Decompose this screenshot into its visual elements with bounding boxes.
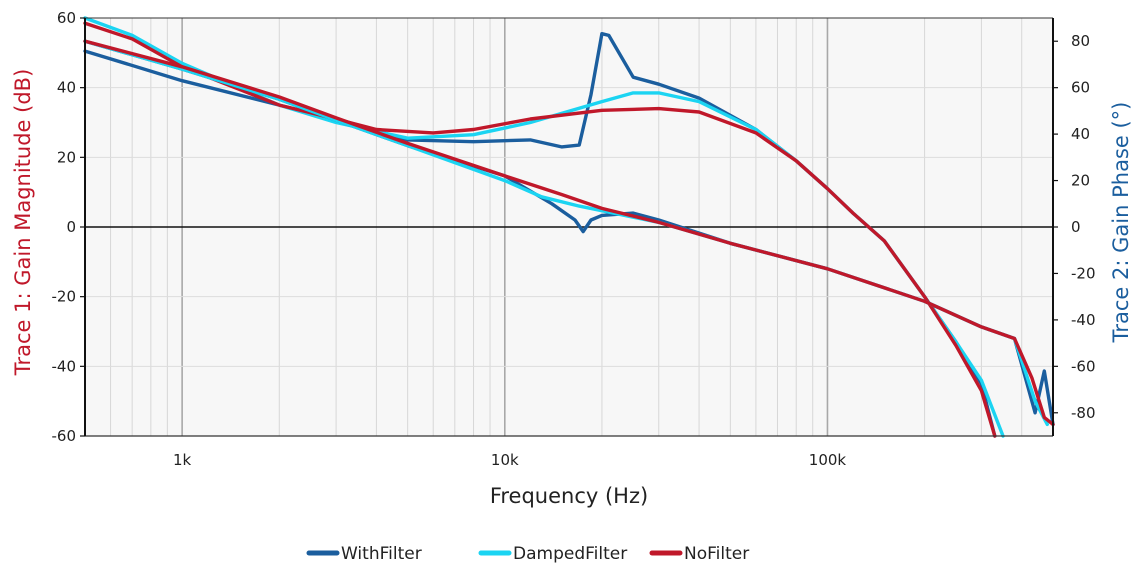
y2-tick-label: -40 bbox=[1071, 311, 1096, 329]
legend-item-dampedfilter[interactable]: DampedFilter bbox=[478, 544, 627, 563]
legend-label-dampedfilter: DampedFilter bbox=[513, 544, 627, 563]
legend-item-withfilter[interactable]: WithFilter bbox=[306, 544, 422, 563]
y1-axis-title: Trace 1: Gain Magnitude (dB) bbox=[11, 69, 35, 377]
y1-tick-label: 40 bbox=[57, 79, 76, 97]
y1-tick-label: -20 bbox=[52, 288, 77, 306]
y2-tick-labels: 80 60 40 20 0 -20 -40 -60 -80 bbox=[1053, 32, 1096, 422]
legend-label-withfilter: WithFilter bbox=[341, 544, 422, 563]
y1-tick-label: 60 bbox=[57, 9, 76, 27]
legend-item-nofilter[interactable]: NoFilter bbox=[649, 544, 749, 563]
y1-tick-label: -60 bbox=[52, 427, 77, 445]
y1-tick-label: 0 bbox=[66, 218, 76, 236]
x-tick-labels: 1k 10k 100k bbox=[173, 451, 846, 469]
y2-tick-label: -80 bbox=[1071, 404, 1096, 422]
y2-tick-label: 0 bbox=[1071, 218, 1081, 236]
y2-tick-label: -60 bbox=[1071, 357, 1096, 375]
y1-tick-label: -40 bbox=[52, 357, 77, 375]
series-lines bbox=[83, 16, 1055, 438]
x-tick-label: 100k bbox=[809, 451, 847, 469]
x-tick-label: 1k bbox=[173, 451, 192, 469]
legend-label-nofilter: NoFilter bbox=[684, 544, 749, 563]
y2-tick-label: 80 bbox=[1071, 32, 1090, 50]
y2-tick-label: 20 bbox=[1071, 172, 1090, 190]
y2-axis-title: Trace 2: Gain Phase (°) bbox=[1109, 102, 1133, 344]
y1-tick-label: 20 bbox=[57, 148, 76, 166]
y2-tick-label: 40 bbox=[1071, 125, 1090, 143]
x-axis-title: Frequency (Hz) bbox=[490, 484, 648, 508]
series-line-nofilter-magnitude bbox=[83, 21, 997, 438]
series-line-nofilter-phase bbox=[83, 39, 1055, 427]
y2-tick-label: -20 bbox=[1071, 264, 1096, 282]
legend: WithFilter DampedFilter NoFilter bbox=[306, 544, 749, 563]
x-tick-label: 10k bbox=[491, 451, 519, 469]
y1-tick-labels: 60 40 20 0 -20 -40 -60 bbox=[52, 9, 85, 445]
y2-tick-label: 60 bbox=[1071, 79, 1090, 97]
